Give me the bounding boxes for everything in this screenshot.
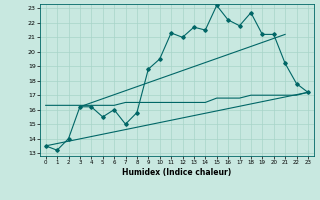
X-axis label: Humidex (Indice chaleur): Humidex (Indice chaleur): [122, 168, 231, 177]
